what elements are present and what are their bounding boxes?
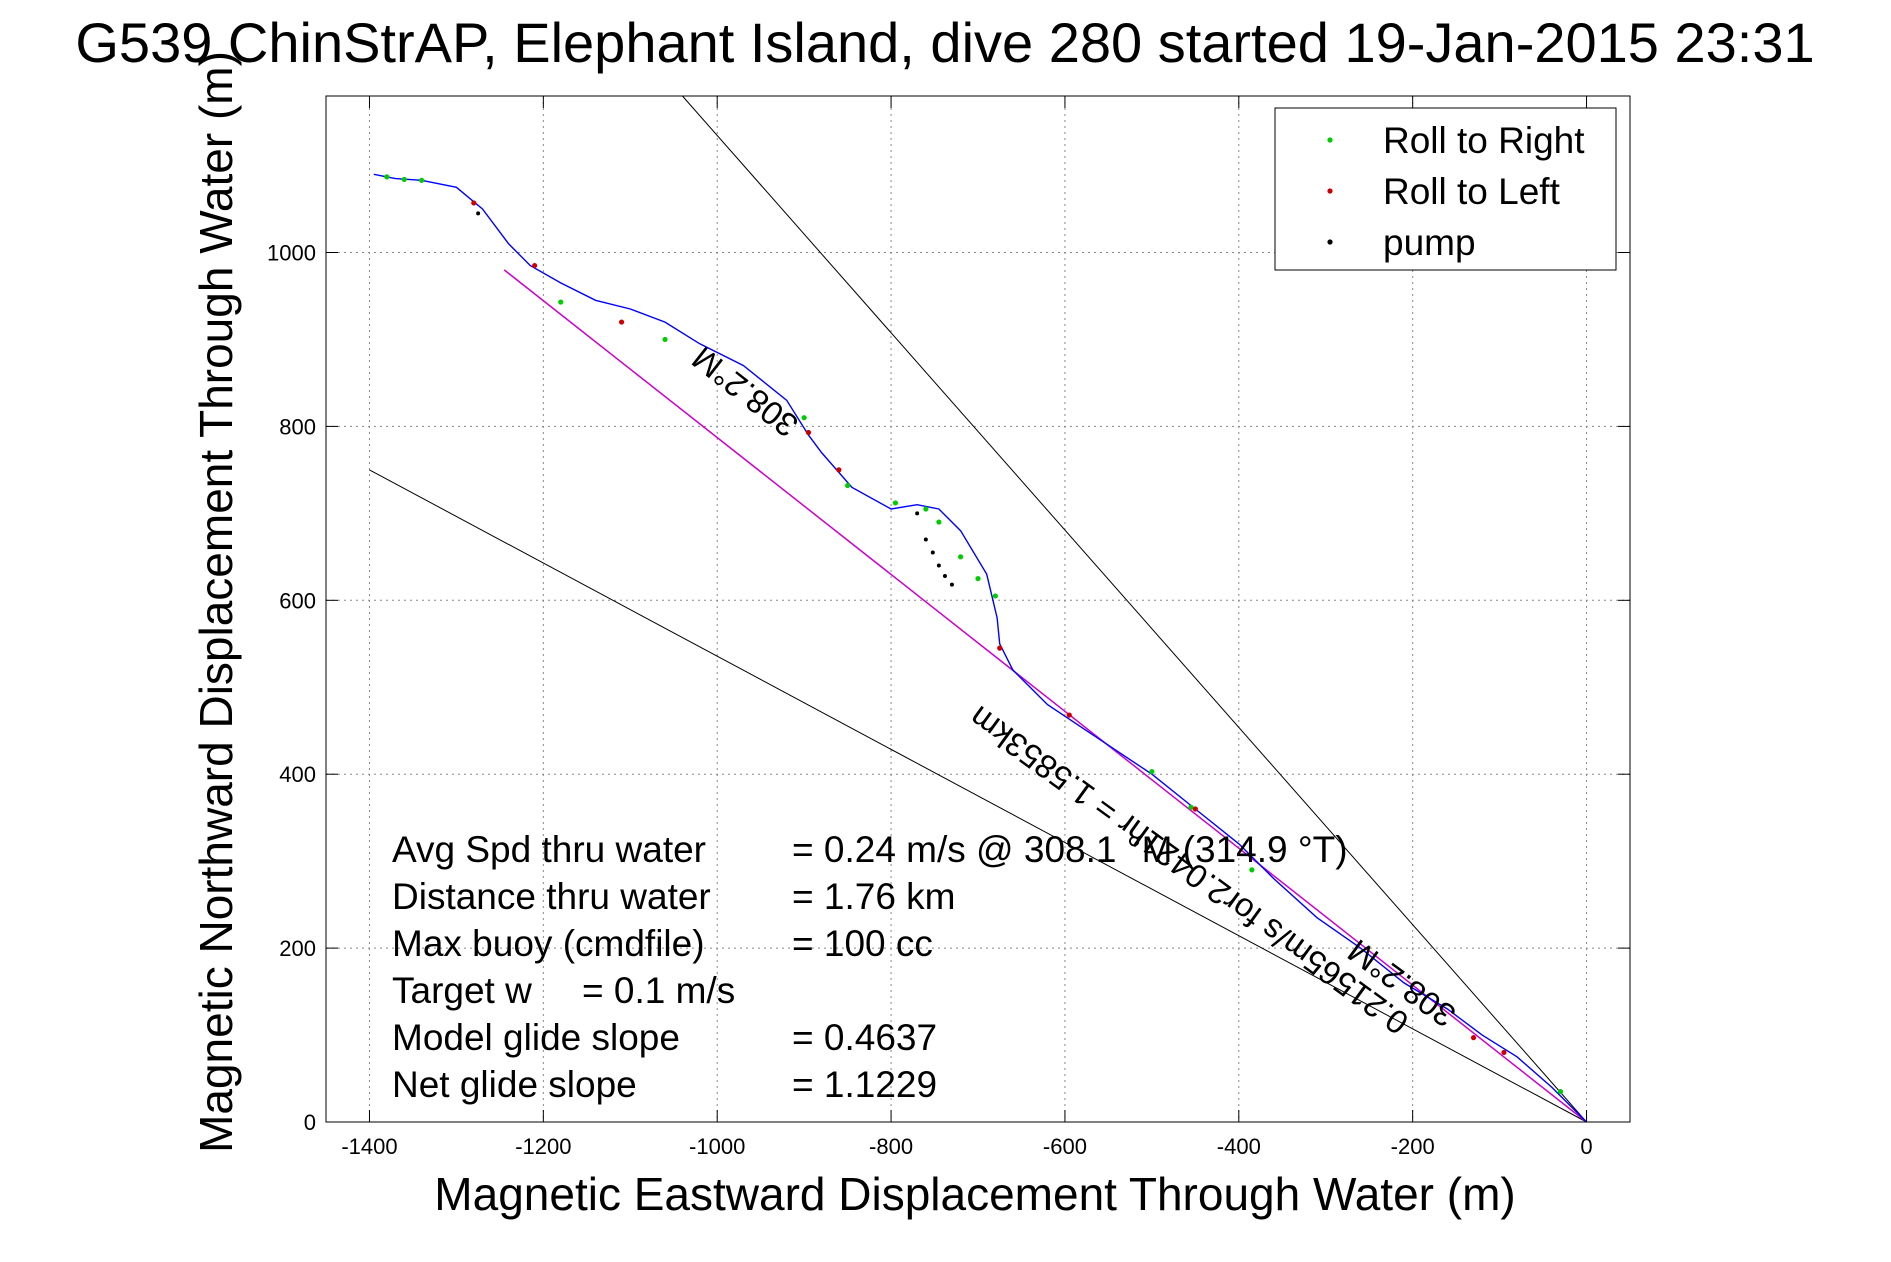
stat-label: Net glide slope bbox=[392, 1064, 637, 1105]
stat-value: = 0.1 m/s bbox=[582, 970, 735, 1011]
track bbox=[373, 173, 1587, 1123]
roll-right-point bbox=[1149, 768, 1155, 775]
roll-right-point bbox=[892, 500, 899, 506]
roll-left-point bbox=[805, 429, 812, 436]
roll-left-point bbox=[618, 319, 625, 325]
pump-point bbox=[923, 537, 928, 542]
y-axis-label: Magnetic Northward Displacement Through … bbox=[190, 51, 242, 1153]
annotation-label: 308.2°M bbox=[685, 339, 805, 444]
chart-title: G539 ChinStrAP, Elephant Island, dive 28… bbox=[75, 11, 1814, 74]
x-tick-label: -1000 bbox=[689, 1134, 745, 1159]
roll-right-point bbox=[923, 506, 929, 512]
x-tick-label: -800 bbox=[869, 1134, 913, 1159]
y-ticks: 0 200 400 600 800 1000 bbox=[267, 241, 1630, 1135]
roll-right-point bbox=[958, 554, 964, 560]
x-tick-label: -1200 bbox=[515, 1134, 571, 1159]
stat-label: Max buoy (cmdfile) bbox=[392, 923, 705, 964]
roll-left-point bbox=[471, 200, 477, 206]
stat-label: Target w bbox=[392, 970, 532, 1011]
stat-value: = 0.24 m/s @ 308.1 °M (314.9 °T) bbox=[792, 829, 1348, 870]
roll-right-point bbox=[401, 176, 407, 183]
roll-right-point bbox=[975, 575, 981, 582]
legend-entry: pump bbox=[1383, 222, 1476, 263]
roll-left-point bbox=[1501, 1049, 1507, 1056]
stat-value: = 100 cc bbox=[792, 923, 933, 964]
y-tick-label: 200 bbox=[279, 936, 316, 961]
stat-value: = 1.76 km bbox=[792, 876, 956, 917]
legend-entry: Roll to Right bbox=[1383, 120, 1585, 161]
legend-marker bbox=[1327, 137, 1333, 143]
glide-line bbox=[503, 269, 1587, 1123]
roll-right-point bbox=[558, 299, 564, 305]
legend-entry: Roll to Left bbox=[1383, 171, 1561, 212]
pump-point bbox=[476, 211, 481, 216]
y-tick-label: 800 bbox=[279, 414, 316, 439]
roll-left-point bbox=[532, 262, 538, 269]
roll-left-point bbox=[1066, 712, 1072, 718]
y-tick-label: 400 bbox=[279, 762, 316, 787]
roll-left-point bbox=[1470, 1035, 1477, 1041]
roll-right-point bbox=[419, 177, 425, 183]
roll-right-point bbox=[1557, 1088, 1564, 1095]
x-tick-label: -1400 bbox=[341, 1134, 397, 1159]
track-line bbox=[373, 173, 1587, 1123]
legend-marker bbox=[1327, 239, 1333, 245]
roll-markers bbox=[384, 174, 1564, 1095]
roll-right-point bbox=[801, 415, 807, 421]
roll-right-point bbox=[1249, 867, 1255, 873]
roll-left-point bbox=[1192, 806, 1198, 812]
x-axis-label: Magnetic Eastward Displacement Through W… bbox=[434, 1168, 1515, 1220]
x-tick-label: -200 bbox=[1391, 1134, 1435, 1159]
stats-panel: Avg Spd thru water = 0.24 m/s @ 308.1 °M … bbox=[392, 829, 1348, 1105]
y-tick-label: 0 bbox=[304, 1110, 316, 1135]
x-tick-label: 0 bbox=[1580, 1134, 1592, 1159]
cone-line bbox=[682, 95, 1587, 1123]
roll-right-point bbox=[936, 519, 942, 525]
roll-right-point bbox=[992, 593, 998, 599]
stat-label: Avg Spd thru water bbox=[392, 829, 706, 870]
x-tick-label: -400 bbox=[1217, 1134, 1261, 1159]
roll-right-point bbox=[1188, 804, 1194, 810]
legend-marker bbox=[1327, 188, 1333, 194]
pump-point bbox=[942, 573, 947, 578]
roll-left-point bbox=[836, 467, 842, 473]
legend: Roll to Right Roll to Left pump bbox=[1274, 107, 1617, 271]
pump-point bbox=[915, 511, 920, 516]
cone-lines bbox=[369, 95, 1587, 1123]
pump-point bbox=[949, 582, 954, 587]
roll-right-point bbox=[845, 482, 851, 489]
y-tick-label: 1000 bbox=[267, 241, 316, 266]
cone-line bbox=[369, 469, 1587, 1123]
glide-line-path bbox=[503, 269, 1587, 1123]
roll-left-point bbox=[997, 645, 1003, 651]
roll-right-point bbox=[662, 336, 668, 343]
stat-label: Model glide slope bbox=[392, 1017, 680, 1058]
stat-label: Distance thru water bbox=[392, 876, 711, 917]
x-ticks: -1400 -1200 -1000 -800 -600 -400 -200 0 bbox=[341, 96, 1593, 1159]
pump-point bbox=[930, 550, 935, 555]
annotation-label: 0.21565m/s for2.0421hr = 1.5853km bbox=[962, 699, 1415, 1042]
stat-value: = 0.4637 bbox=[792, 1017, 937, 1058]
roll-right-point bbox=[384, 174, 390, 180]
y-tick-label: 600 bbox=[279, 588, 316, 613]
pump-point bbox=[936, 563, 941, 568]
x-tick-label: -600 bbox=[1043, 1134, 1087, 1159]
stat-value: = 1.1229 bbox=[792, 1064, 937, 1105]
axes-frame bbox=[325, 95, 1631, 1123]
